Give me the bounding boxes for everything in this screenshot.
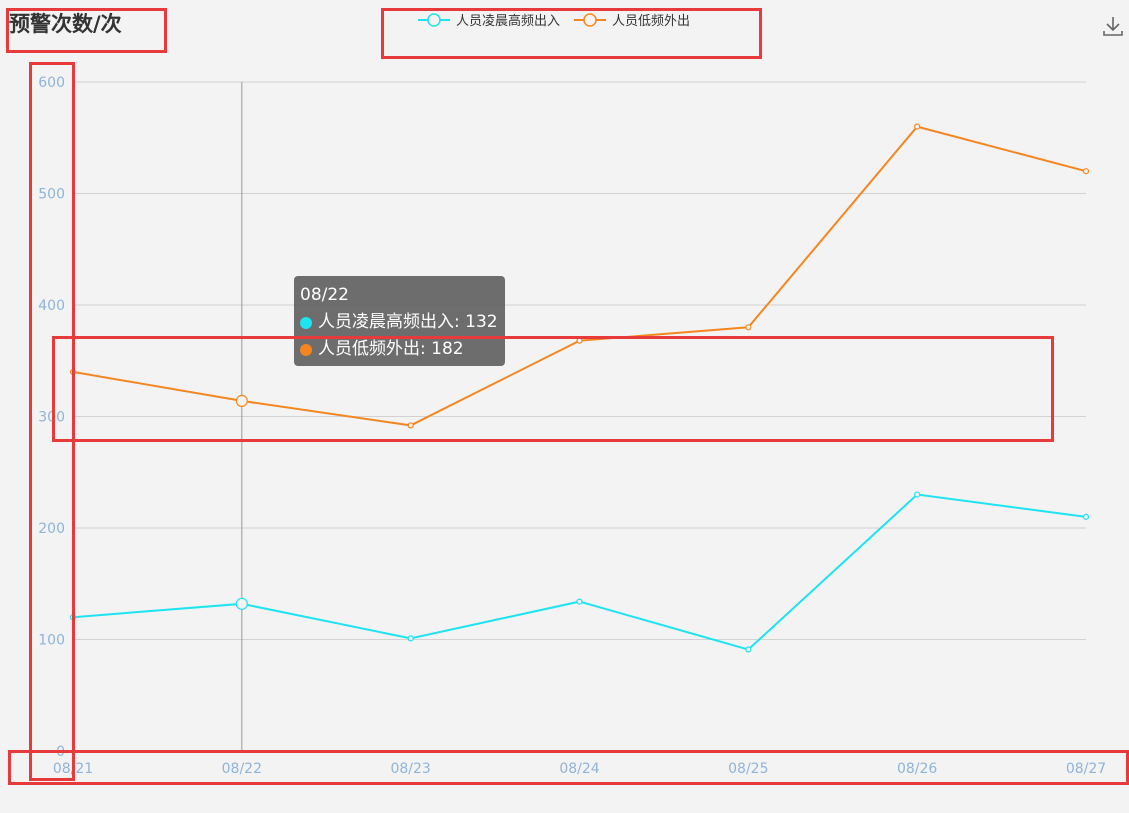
tooltip-category: 08/22	[300, 285, 349, 305]
data-point	[1082, 168, 1090, 175]
data-point	[745, 646, 752, 653]
tooltip-row-1: 人员凌晨高频出入: 132	[300, 309, 499, 336]
y-tick-label: 200	[38, 521, 65, 537]
data-point	[576, 598, 583, 605]
legend-item-series-1[interactable]: 人员凌晨高频出入	[418, 10, 560, 29]
legend-label-series-2: 人员低频外出	[612, 14, 691, 29]
data-point	[407, 635, 414, 642]
tooltip-dot-icon	[300, 343, 312, 356]
data-point	[914, 491, 921, 498]
y-tick-label: 0	[56, 744, 65, 760]
tooltip-dot-icon	[300, 316, 312, 329]
legend-line-circle-icon	[574, 12, 607, 27]
tooltip-row-2: 人员低频外出: 182	[300, 336, 499, 363]
tooltip-row-2-label: 人员低频外出: 182	[318, 339, 464, 359]
y-tick-label: 500	[38, 187, 65, 203]
x-tick-label: 08/22	[222, 761, 262, 777]
data-point	[407, 422, 414, 429]
x-tick-label: 08/25	[728, 761, 768, 777]
x-tick-label: 08/24	[559, 761, 599, 777]
data-point	[235, 597, 248, 610]
download-icon[interactable]	[1102, 15, 1124, 37]
legend-item-series-2[interactable]: 人员低频外出	[574, 10, 690, 29]
series-line-2	[72, 125, 1087, 427]
series-line-1	[72, 493, 1087, 651]
tooltip-row-1-label: 人员凌晨高频出入: 132	[318, 312, 498, 332]
x-tick-label: 08/21	[53, 761, 93, 777]
data-point	[69, 368, 77, 375]
data-point	[576, 337, 583, 344]
chart-title: 预警次数/次	[9, 12, 122, 36]
x-tick-label: 08/23	[390, 761, 430, 777]
legend-line-circle-icon	[418, 12, 450, 27]
legend-label-series-1: 人员凌晨高频出入	[456, 14, 561, 29]
y-tick-label: 100	[38, 633, 65, 649]
data-point	[235, 394, 248, 407]
y-tick-label: 400	[38, 298, 65, 314]
data-point	[914, 123, 921, 130]
tooltip: 08/22 人员凌晨高频出入: 132 人员低频外出: 182	[294, 276, 505, 366]
data-point	[745, 324, 752, 331]
data-point	[1082, 513, 1090, 520]
data-point	[69, 614, 77, 621]
legend: 人员凌晨高频出入 人员低频外出	[418, 10, 690, 29]
x-tick-label: 08/27	[1066, 761, 1106, 777]
y-tick-label: 600	[38, 75, 65, 91]
y-tick-label: 300	[38, 410, 65, 426]
x-tick-label: 08/26	[897, 761, 937, 777]
